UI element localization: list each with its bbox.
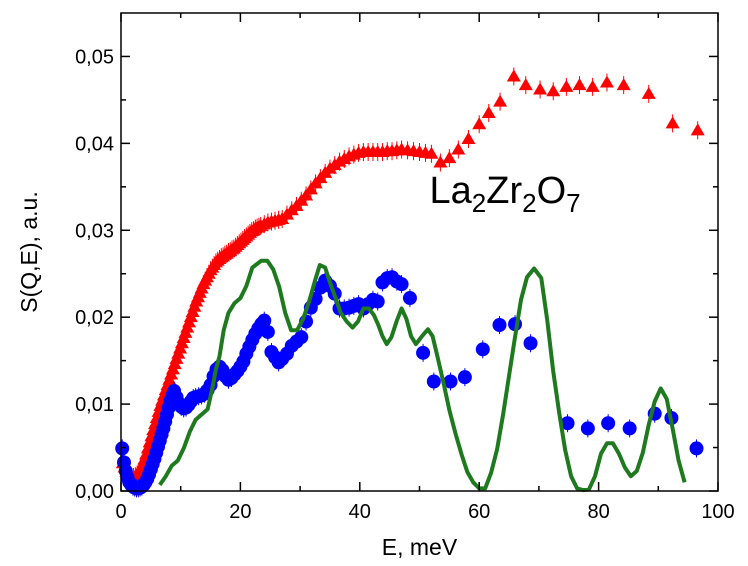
triangle-point bbox=[546, 84, 561, 97]
plot-series bbox=[115, 67, 705, 498]
circle-point bbox=[475, 342, 490, 357]
circle-point bbox=[560, 416, 575, 431]
formula-subscript: 7 bbox=[566, 188, 580, 218]
axis-ticks bbox=[120, 13, 719, 492]
triangle-point bbox=[616, 78, 631, 91]
circle-point bbox=[426, 374, 441, 389]
triangle-point bbox=[442, 151, 457, 164]
circle-point bbox=[294, 330, 309, 345]
triangle-point bbox=[599, 75, 614, 88]
formula-part: Zr bbox=[486, 170, 522, 212]
circle-point bbox=[394, 277, 409, 292]
circle-point bbox=[260, 324, 275, 339]
triangle-point bbox=[424, 146, 439, 159]
formula-part: O bbox=[537, 170, 567, 212]
circle-point bbox=[457, 370, 472, 385]
x-tick-label: 40 bbox=[349, 501, 371, 523]
circle-point bbox=[601, 416, 616, 431]
triangle-point bbox=[506, 69, 521, 82]
y-tick-label: 0,02 bbox=[75, 307, 114, 329]
triangle-point bbox=[451, 142, 466, 155]
triangle-point bbox=[433, 155, 448, 168]
triangle-point bbox=[690, 123, 705, 136]
circle-point bbox=[523, 336, 538, 351]
series-triangle bbox=[115, 67, 705, 487]
formula-part: La bbox=[430, 170, 473, 212]
y-tick-label: 0,03 bbox=[75, 220, 114, 242]
plot-frame bbox=[120, 12, 719, 492]
circle-point bbox=[622, 421, 637, 436]
formula-subscript: 2 bbox=[472, 188, 486, 218]
circle-point bbox=[115, 441, 130, 456]
triangle-point bbox=[585, 79, 600, 92]
series-line bbox=[158, 258, 687, 493]
circle-point bbox=[370, 294, 385, 309]
triangle-point bbox=[533, 82, 548, 95]
triangle-point bbox=[472, 117, 487, 130]
y-tick-label: 0,00 bbox=[75, 481, 114, 503]
circle-point bbox=[416, 345, 431, 360]
formula-annotation: La2Zr2O7 bbox=[430, 170, 581, 218]
series-circle bbox=[115, 268, 704, 498]
triangle-point bbox=[461, 132, 476, 145]
circle-point bbox=[689, 441, 704, 456]
x-tick-label: 60 bbox=[468, 501, 490, 523]
triangle-point bbox=[665, 116, 680, 129]
triangle-point bbox=[303, 182, 318, 195]
circle-point bbox=[402, 291, 417, 306]
triangle-point bbox=[299, 188, 314, 201]
triangle-point bbox=[493, 94, 508, 107]
series-line bbox=[158, 258, 687, 493]
triangle-point bbox=[481, 105, 496, 118]
y-axis-title: S(Q,E), a.u. bbox=[16, 191, 42, 312]
y-tick-label: 0,01 bbox=[75, 394, 114, 416]
x-tick-label: 80 bbox=[587, 501, 609, 523]
circle-point bbox=[492, 318, 507, 333]
circle-point bbox=[443, 374, 458, 389]
x-axis-title: E, meV bbox=[382, 534, 458, 560]
triangle-point bbox=[559, 79, 574, 92]
triangle-point bbox=[572, 78, 587, 91]
triangle-point bbox=[518, 78, 533, 91]
y-tick-label: 0,05 bbox=[75, 46, 114, 68]
formula-subscript: 2 bbox=[522, 188, 536, 218]
y-tick-label: 0,04 bbox=[75, 133, 114, 155]
x-tick-label: 0 bbox=[115, 501, 126, 523]
circle-point bbox=[580, 421, 595, 436]
axis-labels: 0 20 40 60 80 100 0,00 0,01 0,02 0,03 0,04 0,05 bbox=[75, 46, 735, 523]
x-tick-label: 20 bbox=[229, 501, 251, 523]
x-tick-label: 100 bbox=[701, 501, 734, 523]
triangle-point bbox=[641, 86, 656, 99]
